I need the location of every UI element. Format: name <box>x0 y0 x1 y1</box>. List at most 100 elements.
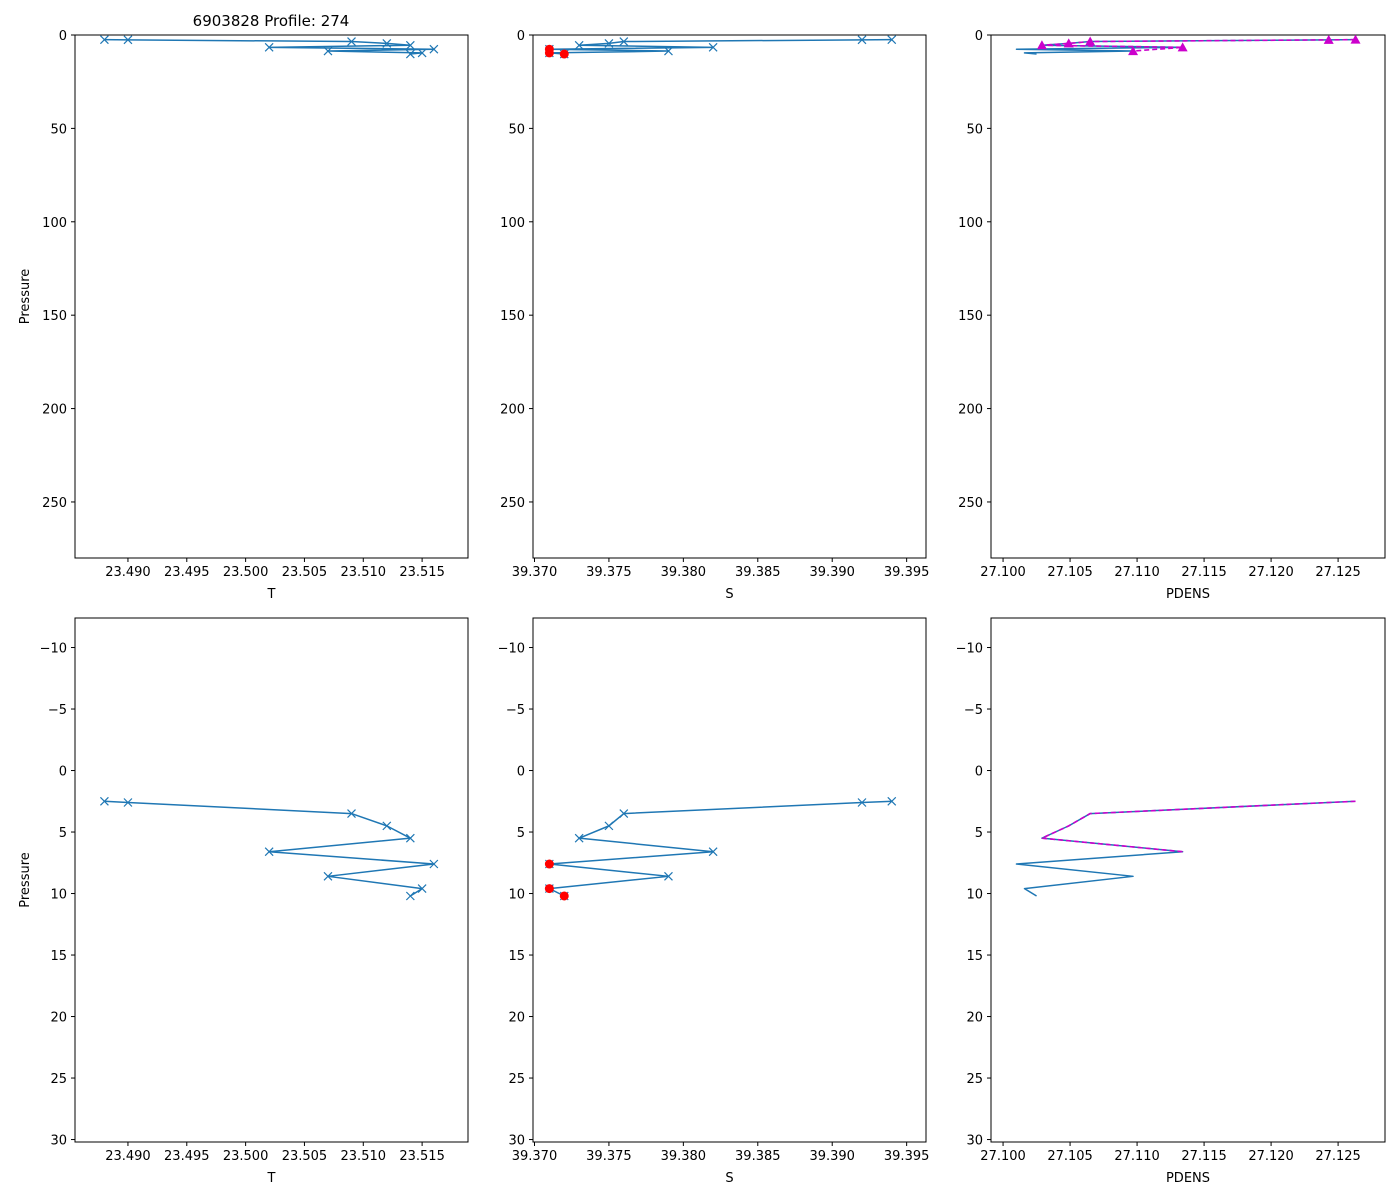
y-tick-label: 100 <box>958 216 983 231</box>
x-tick-label: 27.115 <box>1181 1149 1227 1164</box>
y-tick-label: 50 <box>50 122 67 137</box>
data-point-marker <box>619 37 629 46</box>
y-tick-label: 0 <box>975 29 983 44</box>
y-tick-label: −5 <box>48 703 67 718</box>
y-tick-label: 25 <box>508 1072 525 1087</box>
x-tick-label: 23.515 <box>399 565 445 580</box>
data-point-marker <box>664 46 673 56</box>
x-tick-label: 27.105 <box>1047 565 1093 580</box>
x-axis-label: S <box>725 1171 733 1186</box>
data-point-marker <box>857 35 867 45</box>
y-axis-label: Pressure <box>18 852 33 908</box>
panel-sal_zoom: 39.370 39.375 39.380 39.385 39.390 39.395 −10 −… <box>498 617 929 1186</box>
data-point-marker <box>604 38 614 48</box>
y-tick-label: 5 <box>59 826 67 841</box>
x-tick-label: 27.120 <box>1248 1149 1294 1164</box>
data-point-marker <box>264 42 274 52</box>
x-tick-label: 23.505 <box>282 1149 328 1164</box>
y-tick-label: 10 <box>508 888 525 903</box>
panel-sal_full: 39.370 39.375 39.380 39.385 39.390 39.395 0 50 1… <box>500 29 929 602</box>
y-tick-label: 15 <box>966 949 983 964</box>
x-tick-label: 23.495 <box>164 565 210 580</box>
data-point-marker <box>887 35 897 45</box>
series-line <box>104 38 435 55</box>
x-tick-label: 39.390 <box>809 565 855 580</box>
flag-triangle-marker <box>1063 38 1074 48</box>
y-tick-label: 10 <box>966 888 983 903</box>
y-tick-label: 5 <box>517 826 525 841</box>
axes-frame <box>990 617 1386 1143</box>
data-point-marker <box>708 42 718 52</box>
y-tick-label: 200 <box>958 403 983 418</box>
data-point-marker <box>264 847 274 857</box>
x-tick-label: 23.515 <box>399 1149 445 1164</box>
x-tick-label: 23.490 <box>105 565 151 580</box>
y-tick-label: 100 <box>42 216 67 231</box>
y-tick-label: 0 <box>517 765 525 780</box>
y-tick-label: 250 <box>42 496 67 511</box>
data-point-marker <box>99 796 109 806</box>
x-tick-label: 27.115 <box>1181 565 1227 580</box>
x-tick-label: 23.500 <box>223 565 269 580</box>
x-tick-label: 27.125 <box>1315 1149 1361 1164</box>
y-tick-label: 100 <box>500 216 525 231</box>
y-tick-label: −5 <box>506 703 525 718</box>
data-point-marker <box>417 48 427 58</box>
flag-triangle-marker <box>1350 34 1361 44</box>
y-tick-label: 0 <box>59 29 67 44</box>
data-point-marker <box>405 49 415 59</box>
data-point-marker <box>405 891 415 901</box>
panel-temp_zoom: 23.490 23.495 23.500 23.505 23.510 23.515 −10 −… <box>18 617 469 1186</box>
flagged-point <box>544 884 554 894</box>
x-tick-label: 27.120 <box>1248 565 1294 580</box>
x-tick-label: 39.385 <box>735 565 781 580</box>
x-tick-label: 39.370 <box>512 1149 558 1164</box>
panel-dens_zoom: 27.100 27.105 27.110 27.115 27.120 27.125 −10 −… <box>956 617 1386 1186</box>
axes-frame <box>532 617 927 1143</box>
data-point-marker <box>574 833 584 843</box>
y-tick-label: 20 <box>50 1011 67 1026</box>
y-tick-label: 150 <box>958 309 983 324</box>
y-tick-label: 5 <box>975 826 983 841</box>
x-tick-label: 23.510 <box>341 1149 387 1164</box>
data-point-marker <box>604 821 614 831</box>
panel-temp_full: 23.490 23.495 23.500 23.505 23.510 23.515 0 50 1… <box>18 29 469 602</box>
data-point-marker <box>123 35 133 45</box>
data-point-marker <box>857 798 867 807</box>
y-tick-label: −10 <box>40 642 67 657</box>
data-point-marker <box>323 871 333 881</box>
x-axis-label: PDENS <box>1166 587 1210 602</box>
data-point-marker <box>405 833 415 843</box>
y-tick-label: −5 <box>964 703 983 718</box>
y-tick-label: 150 <box>42 309 67 324</box>
data-point-marker <box>405 40 415 50</box>
x-tick-label: 27.100 <box>980 1149 1026 1164</box>
x-axis-label: T <box>267 587 276 602</box>
x-tick-label: 23.505 <box>282 565 328 580</box>
y-tick-label: 50 <box>966 122 983 137</box>
x-axis-label: PDENS <box>1166 1171 1210 1186</box>
data-point-marker <box>664 871 673 881</box>
y-tick-label: −10 <box>498 642 525 657</box>
axes-frame <box>74 34 469 559</box>
y-axis-label: Pressure <box>18 269 33 325</box>
x-tick-label: 39.370 <box>512 565 558 580</box>
axes-frame <box>990 34 1386 559</box>
x-tick-label: 27.110 <box>1114 1149 1160 1164</box>
y-tick-label: 15 <box>50 949 67 964</box>
x-tick-label: 39.380 <box>661 1149 707 1164</box>
data-point-marker <box>99 35 109 45</box>
x-tick-label: 39.395 <box>884 565 930 580</box>
x-axis-label: S <box>725 587 733 602</box>
y-tick-label: 0 <box>59 765 67 780</box>
data-point-marker <box>429 44 439 54</box>
data-point-marker <box>417 884 427 894</box>
y-tick-label: 20 <box>508 1011 525 1026</box>
x-tick-label: 23.500 <box>223 1149 269 1164</box>
y-tick-label: 15 <box>508 949 525 964</box>
flagged-point <box>559 891 569 901</box>
y-tick-label: 20 <box>966 1011 983 1026</box>
data-point-marker <box>619 809 629 819</box>
